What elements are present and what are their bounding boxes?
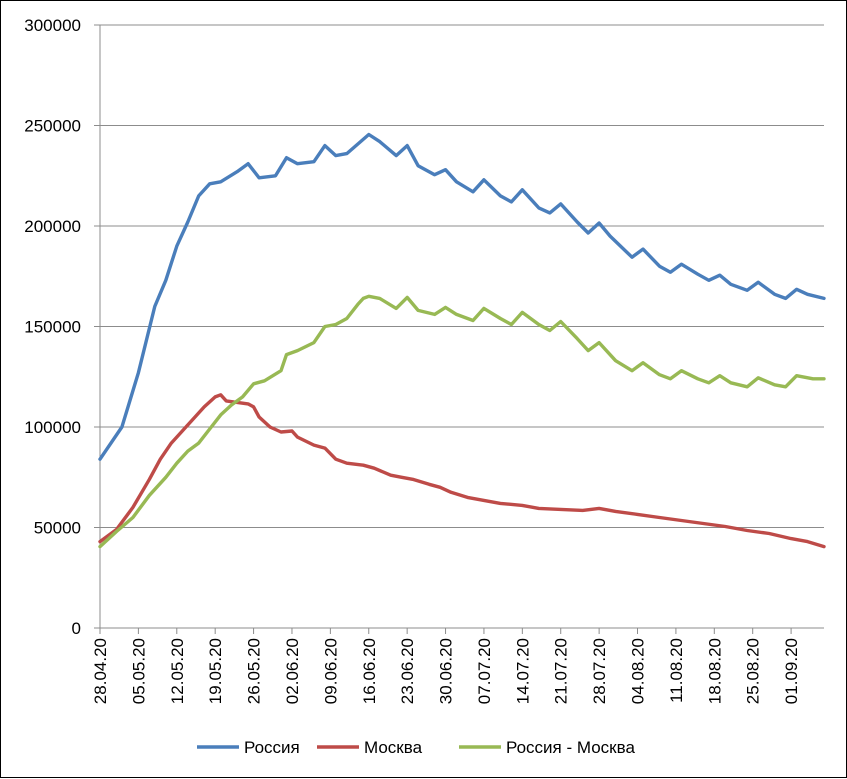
x-tick-label: 25.08.20 <box>744 638 763 704</box>
axes <box>94 24 824 634</box>
y-tick-label: 150000 <box>24 318 81 337</box>
y-tick-label: 300000 <box>24 16 81 35</box>
x-tick-label: 02.06.20 <box>283 638 302 704</box>
y-tick-labels: 0 50000 100000 150000 200000 250000 300000 <box>24 16 81 638</box>
series-line-1 <box>98 132 826 461</box>
x-tick-label: 23.06.20 <box>398 638 417 704</box>
gridlines <box>100 24 824 528</box>
x-tick-label: 28.04.20 <box>91 638 110 704</box>
x-tick-label: 30.06.20 <box>437 638 456 704</box>
series-line-2 <box>98 393 826 549</box>
legend-label-1: Россия <box>244 738 300 757</box>
x-tick-label: 07.07.20 <box>475 638 494 704</box>
x-tick-label: 26.05.20 <box>245 638 264 704</box>
x-tick-label: 19.05.20 <box>206 638 225 704</box>
y-tick-label: 250000 <box>24 117 81 136</box>
y-tick-label: 50000 <box>34 519 81 538</box>
x-tick-label: 16.06.20 <box>360 638 379 704</box>
x-tick-label: 04.08.20 <box>629 638 648 704</box>
x-tick-label: 11.08.20 <box>667 638 686 703</box>
x-tick-label: 21.07.20 <box>552 638 571 704</box>
y-tick-label: 200000 <box>24 217 81 236</box>
legend-label-2: Москва <box>364 738 423 757</box>
x-tick-labels: 28.04.20 05.05.20 12.05.20 19.05.20 26.05.20… <box>91 638 801 704</box>
y-tick-label: 100000 <box>24 418 81 437</box>
x-tick-label: 28.07.20 <box>590 638 609 704</box>
x-tick-label: 09.06.20 <box>321 638 340 704</box>
series-lines <box>98 132 826 549</box>
legend-label-3: Россия - Москва <box>506 738 635 757</box>
x-tick-label: 14.07.20 <box>513 638 532 704</box>
x-tick-label: 12.05.20 <box>168 638 187 704</box>
x-tick-label: 18.08.20 <box>705 638 724 704</box>
legend: Россия Москва Россия - Москва <box>197 738 635 757</box>
y-tick-label: 0 <box>72 619 81 638</box>
series-line-3 <box>98 294 826 549</box>
x-tick-label: 05.05.20 <box>129 638 148 704</box>
x-tick-label: 01.09.20 <box>782 638 801 704</box>
